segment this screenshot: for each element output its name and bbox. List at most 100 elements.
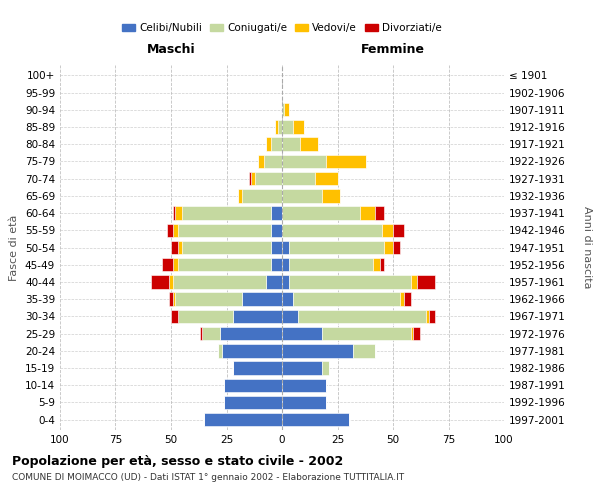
Bar [173, 275, 266, 288]
Bar [178, 310, 233, 323]
Text: Maschi: Maschi [146, 44, 196, 57]
Bar [266, 138, 271, 151]
Bar [271, 138, 282, 151]
Bar [173, 258, 178, 272]
Bar [282, 413, 349, 426]
Bar [393, 224, 404, 237]
Bar [218, 344, 222, 358]
Bar [178, 241, 182, 254]
Bar [400, 292, 404, 306]
Bar [322, 362, 329, 374]
Bar [233, 362, 282, 374]
Bar [167, 224, 173, 237]
Bar [202, 327, 220, 340]
Bar [271, 241, 282, 254]
Bar [300, 138, 317, 151]
Bar [316, 172, 337, 186]
Bar [251, 172, 256, 186]
Bar [404, 292, 411, 306]
Bar [173, 206, 175, 220]
Bar [375, 206, 384, 220]
Bar [322, 189, 340, 202]
Bar [322, 327, 411, 340]
Bar [373, 258, 380, 272]
Bar [204, 413, 282, 426]
Bar [271, 224, 282, 237]
Bar [380, 258, 384, 272]
Bar [289, 275, 411, 288]
Bar [282, 138, 300, 151]
Text: Popolazione per età, sesso e stato civile - 2002: Popolazione per età, sesso e stato civil… [12, 455, 343, 468]
Bar [282, 189, 322, 202]
Bar [426, 310, 428, 323]
Bar [264, 154, 282, 168]
Bar [178, 224, 271, 237]
Bar [242, 189, 282, 202]
Bar [220, 327, 282, 340]
Y-axis label: Fasce di età: Fasce di età [10, 214, 19, 280]
Bar [178, 258, 271, 272]
Bar [238, 189, 242, 202]
Bar [282, 172, 316, 186]
Bar [173, 292, 175, 306]
Bar [169, 275, 173, 288]
Bar [282, 206, 360, 220]
Bar [282, 344, 353, 358]
Bar [278, 120, 282, 134]
Bar [256, 172, 282, 186]
Bar [271, 206, 282, 220]
Bar [293, 120, 304, 134]
Bar [353, 344, 375, 358]
Bar [200, 327, 202, 340]
Bar [282, 120, 293, 134]
Bar [182, 206, 271, 220]
Bar [282, 275, 289, 288]
Text: COMUNE DI MOIMACCO (UD) - Dati ISTAT 1° gennaio 2002 - Elaborazione TUTTITALIA.I: COMUNE DI MOIMACCO (UD) - Dati ISTAT 1° … [12, 472, 404, 482]
Y-axis label: Anni di nascita: Anni di nascita [582, 206, 592, 289]
Bar [173, 224, 178, 237]
Bar [289, 241, 384, 254]
Bar [293, 292, 400, 306]
Bar [282, 224, 382, 237]
Bar [224, 378, 282, 392]
Bar [282, 241, 289, 254]
Bar [282, 258, 289, 272]
Bar [171, 241, 178, 254]
Bar [298, 310, 427, 323]
Bar [326, 154, 367, 168]
Bar [249, 172, 251, 186]
Bar [282, 362, 322, 374]
Bar [384, 241, 393, 254]
Bar [284, 103, 289, 117]
Bar [393, 241, 400, 254]
Bar [224, 396, 282, 409]
Bar [282, 310, 298, 323]
Bar [428, 310, 435, 323]
Bar [175, 206, 182, 220]
Bar [175, 292, 242, 306]
Bar [282, 378, 326, 392]
Bar [282, 396, 326, 409]
Bar [169, 292, 173, 306]
Text: Femmine: Femmine [361, 44, 425, 57]
Bar [282, 154, 326, 168]
Bar [382, 224, 393, 237]
Bar [275, 120, 278, 134]
Bar [162, 258, 173, 272]
Bar [360, 206, 375, 220]
Bar [171, 310, 178, 323]
Bar [222, 344, 282, 358]
Bar [289, 258, 373, 272]
Bar [282, 292, 293, 306]
Bar [418, 275, 435, 288]
Bar [242, 292, 282, 306]
Bar [282, 103, 284, 117]
Bar [233, 310, 282, 323]
Bar [271, 258, 282, 272]
Bar [411, 275, 418, 288]
Legend: Celibi/Nubili, Coniugati/e, Vedovi/e, Divorziati/e: Celibi/Nubili, Coniugati/e, Vedovi/e, Di… [118, 19, 446, 38]
Bar [266, 275, 282, 288]
Bar [413, 327, 419, 340]
Bar [411, 327, 413, 340]
Bar [282, 327, 322, 340]
